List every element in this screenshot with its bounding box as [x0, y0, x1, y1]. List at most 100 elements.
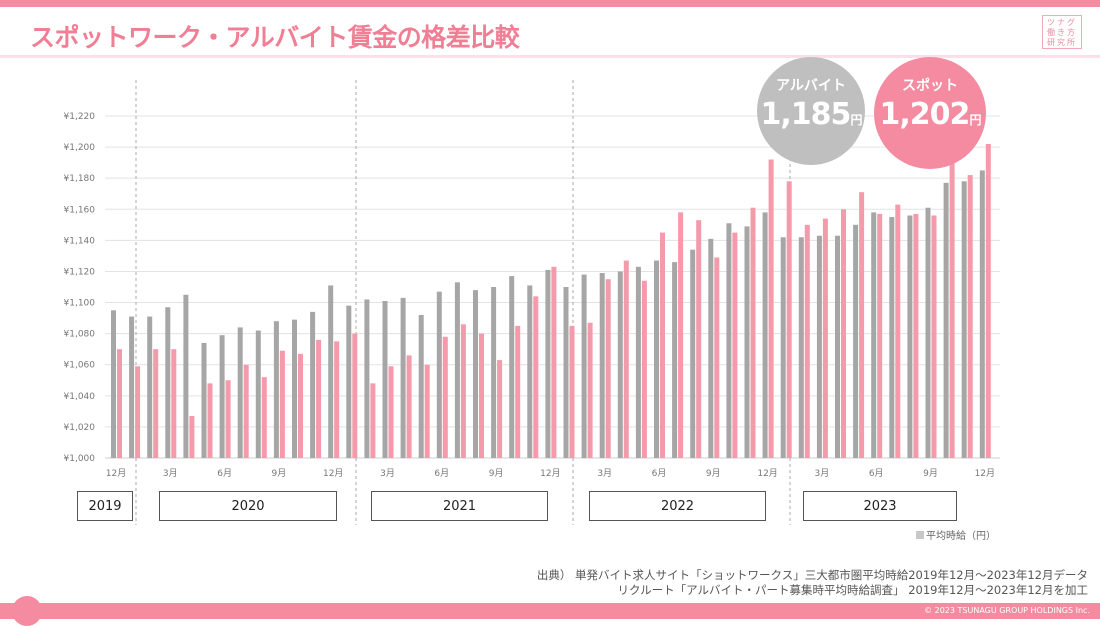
badge-unit: 円: [850, 113, 862, 127]
source-note: 出典） 単発バイト求人サイト「ショットワークス」三大都市圏平均時給2019年12…: [537, 568, 1088, 598]
x-tick-label: 3月: [597, 468, 612, 479]
spot-bar: [117, 349, 122, 458]
spot-bar: [877, 213, 883, 458]
arubaito-bar: [635, 266, 641, 458]
y-tick-label: ¥1,160: [64, 205, 96, 215]
page-indicator-dot: [12, 596, 42, 626]
spot-bar: [189, 416, 195, 458]
legend: 平均時給（円）: [916, 527, 996, 542]
spot-bar: [298, 353, 303, 458]
page-title: スポットワーク・アルバイト賃金の格差比較: [30, 23, 520, 52]
arubaito-bar: [690, 249, 696, 458]
arubaito-bar: [527, 285, 533, 458]
source-line: 出典） 単発バイト求人サイト「ショットワークス」三大都市圏平均時給2019年12…: [536, 568, 1088, 582]
arubaito-bar: [925, 207, 931, 458]
spot-bar: [605, 279, 611, 458]
arubaito-bar: [835, 235, 840, 458]
spot-bar: [442, 336, 448, 458]
arubaito-bar: [617, 271, 623, 458]
spot-bar: [696, 220, 702, 458]
arubaito-bar: [237, 327, 243, 458]
x-tick-label: 9月: [706, 468, 721, 479]
x-tick-label: 12月: [757, 468, 777, 479]
legend-swatch: [916, 531, 924, 539]
spot-bar: [641, 280, 647, 458]
spot-bar: [424, 364, 430, 458]
arubaito-bar: [491, 287, 497, 458]
badge-label: スポット: [902, 78, 958, 94]
year-box-2020: 2020: [159, 491, 337, 521]
x-tick-label: 3月: [380, 468, 395, 479]
arubaito-bar: [907, 215, 913, 458]
arubaito-bar: [672, 262, 678, 458]
spot-bar: [660, 232, 665, 458]
logo-line: 働き方: [1047, 28, 1077, 37]
arubaito-bar: [708, 238, 714, 458]
spot-bar: [370, 383, 376, 458]
year-box-2019: 2019: [77, 491, 133, 521]
spot-bar: [967, 175, 973, 458]
spot-bar: [732, 232, 738, 458]
spot-bar: [497, 360, 503, 458]
spot-bar: [479, 333, 484, 458]
spot-bar: [949, 147, 955, 458]
y-tick-label: ¥1,060: [64, 361, 96, 371]
spot-bar: [768, 159, 774, 458]
spot-bar: [859, 192, 865, 458]
spot-bar: [913, 213, 919, 458]
arubaito-bar: [129, 316, 135, 458]
x-tick-label: 12月: [106, 468, 126, 479]
top-accent-bar: [0, 0, 1100, 7]
x-tick-label: 12月: [540, 468, 560, 479]
copyright: © 2023 TSUNAGU GROUP HOLDINGS Inc.: [924, 606, 1090, 615]
badge-unit: 円: [969, 113, 981, 127]
x-tick-label: 6月: [869, 468, 884, 479]
arubaito-bar: [762, 212, 768, 458]
y-tick-label: ¥1,220: [64, 112, 96, 122]
arubaito-bar: [454, 282, 460, 458]
spot-bar: [931, 215, 937, 458]
logo-line: 研究所: [1047, 38, 1077, 47]
arubaito-bar: [744, 226, 750, 458]
x-tick-label: 9月: [489, 468, 504, 479]
spot-bar: [678, 212, 684, 458]
arubaito-bar: [509, 276, 515, 458]
x-tick-label: 9月: [272, 468, 287, 479]
x-tick-label: 3月: [163, 468, 178, 479]
spot-bar: [406, 355, 412, 458]
arubaito-bar: [310, 311, 316, 458]
arubaito-bar: [292, 319, 297, 458]
arubaito-bar: [418, 314, 424, 458]
x-tick-label: 6月: [217, 468, 232, 479]
arubaito-bar: [382, 300, 388, 458]
spot-bar: [279, 350, 285, 458]
spot-bar: [841, 209, 846, 458]
spot-bar: [533, 296, 539, 458]
spot-bar: [460, 324, 466, 458]
arubaito-bar: [255, 330, 261, 458]
y-tick-label: ¥1,100: [64, 299, 96, 309]
arubaito-bar: [581, 274, 587, 458]
arubaito-bar: [473, 290, 478, 458]
spot-bar: [822, 218, 828, 458]
arubaito-bar: [654, 260, 659, 458]
arubaito-badge: アルバイト 1,185円: [757, 57, 865, 165]
spot-bar: [551, 266, 557, 458]
badge-label: アルバイト: [776, 78, 846, 94]
arubaito-bar: [979, 170, 985, 458]
arubaito-bar: [400, 297, 406, 458]
spot-bar: [587, 322, 593, 458]
x-tick-label: 6月: [434, 468, 449, 479]
arubaito-bar: [726, 223, 732, 458]
spot-bar: [243, 364, 249, 458]
arubaito-bar: [943, 182, 949, 458]
y-tick-label: ¥1,180: [64, 174, 96, 184]
logo: ツナグ 働き方 研究所: [1042, 15, 1082, 49]
arubaito-bar: [599, 273, 605, 458]
arubaito-bar: [183, 294, 189, 458]
header-divider: [0, 55, 1100, 58]
y-tick-label: ¥1,040: [64, 392, 96, 402]
arubaito-bar: [853, 224, 859, 458]
spot-bar: [714, 257, 720, 458]
